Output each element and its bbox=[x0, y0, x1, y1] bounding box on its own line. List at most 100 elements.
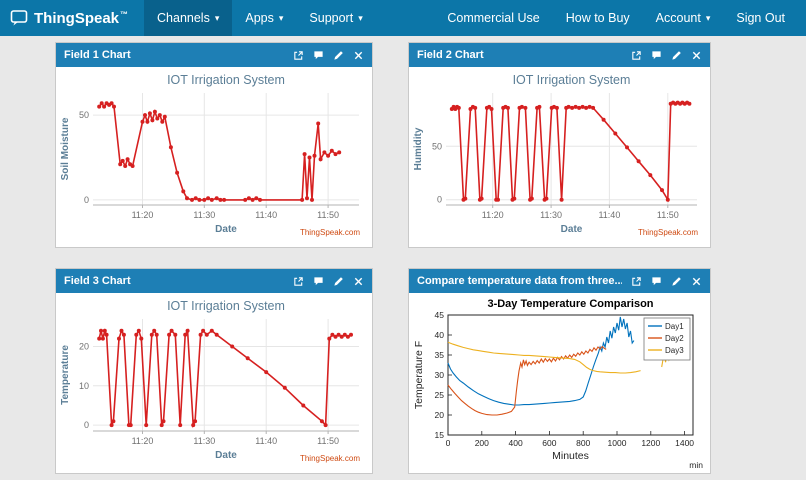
svg-text:0: 0 bbox=[84, 195, 89, 205]
svg-text:25: 25 bbox=[435, 390, 445, 400]
nav-account-label: Account bbox=[655, 11, 701, 25]
svg-text:Day3: Day3 bbox=[665, 346, 684, 355]
svg-text:11:20: 11:20 bbox=[132, 210, 154, 220]
field2-humidity-chart: 11:20 11:30 11:40 11:50 0 50 IOT Irrigation Sy… bbox=[413, 73, 697, 235]
svg-text:0: 0 bbox=[437, 195, 442, 205]
chart-container: 0 200 400 600 800 1000 1200 1400 15 20 25 30 35 40 45 3… bbox=[409, 293, 710, 473]
nav-how-to-buy-label: How to Buy bbox=[565, 11, 630, 25]
nav-account[interactable]: Account ▾ bbox=[643, 0, 724, 36]
nav-how-to-buy[interactable]: How to Buy bbox=[553, 0, 643, 36]
thingspeak-watermark-link[interactable]: ThingSpeak.com bbox=[637, 228, 698, 237]
close-icon[interactable] bbox=[353, 50, 364, 61]
open-external-icon[interactable] bbox=[293, 50, 304, 61]
thingspeak-watermark-link[interactable]: ThingSpeak.com bbox=[299, 454, 360, 463]
svg-text:40: 40 bbox=[435, 330, 445, 340]
edit-icon[interactable] bbox=[333, 276, 344, 287]
panel-header-icons bbox=[284, 276, 364, 287]
nav-apps-label: Apps bbox=[245, 11, 274, 25]
svg-text:11:30: 11:30 bbox=[540, 210, 562, 220]
svg-text:3-Day Temperature Comparison: 3-Day Temperature Comparison bbox=[487, 298, 653, 310]
svg-text:Humidity: Humidity bbox=[413, 127, 424, 170]
caret-down-icon: ▾ bbox=[358, 12, 363, 23]
open-external-icon[interactable] bbox=[631, 50, 642, 61]
svg-text:1000: 1000 bbox=[608, 438, 627, 448]
thingspeak-watermark-link[interactable]: ThingSpeak.com bbox=[299, 228, 360, 237]
svg-text:IOT Irrigation System: IOT Irrigation System bbox=[167, 73, 285, 87]
chart-container: 11:20 11:30 11:40 11:50 0 10 20 IOT Irrigation … bbox=[56, 293, 372, 473]
svg-text:0: 0 bbox=[446, 438, 451, 448]
panel-header-icons bbox=[622, 50, 702, 61]
nav-apps[interactable]: Apps ▾ bbox=[232, 0, 296, 36]
panel-header-icons bbox=[284, 50, 364, 61]
main-menu: Channels ▾ Apps ▾ Support ▾ bbox=[144, 0, 376, 36]
nav-sign-out[interactable]: Sign Out bbox=[723, 0, 798, 36]
svg-text:1200: 1200 bbox=[641, 438, 660, 448]
panel-header: Field 3 Chart bbox=[56, 269, 372, 293]
nav-channels-label: Channels bbox=[157, 11, 210, 25]
svg-text:600: 600 bbox=[542, 438, 556, 448]
panel-header: Compare temperature data from three... bbox=[409, 269, 710, 293]
svg-text:800: 800 bbox=[576, 438, 590, 448]
channel-dashboard: Field 1 Chart 11:20 11:30 11:40 11:50 0 50 IOT… bbox=[0, 36, 806, 474]
svg-text:400: 400 bbox=[509, 438, 523, 448]
edit-icon[interactable] bbox=[333, 50, 344, 61]
caret-down-icon: ▾ bbox=[705, 12, 711, 23]
panel-header-icons bbox=[622, 276, 702, 287]
field1-soil-moisture-chart: 11:20 11:30 11:40 11:50 0 50 IOT Irrigation Sy… bbox=[60, 73, 359, 235]
comment-icon[interactable] bbox=[651, 276, 662, 287]
svg-text:15: 15 bbox=[435, 430, 445, 440]
nav-commercial-use[interactable]: Commercial Use bbox=[434, 0, 552, 36]
nav-sign-out-label: Sign Out bbox=[736, 11, 785, 25]
panel-title: Field 1 Chart bbox=[64, 49, 131, 61]
edit-icon[interactable] bbox=[671, 276, 682, 287]
panel-title: Field 2 Chart bbox=[417, 49, 484, 61]
svg-text:Soil Moisture: Soil Moisture bbox=[60, 117, 71, 180]
edit-icon[interactable] bbox=[671, 50, 682, 61]
chart-container: 11:20 11:30 11:40 11:50 0 50 IOT Irrigation Sy… bbox=[56, 67, 372, 247]
svg-text:20: 20 bbox=[79, 342, 89, 352]
nav-support-label: Support bbox=[309, 11, 354, 25]
panel-title: Field 3 Chart bbox=[64, 275, 131, 287]
close-icon[interactable] bbox=[353, 276, 364, 287]
svg-text:50: 50 bbox=[79, 110, 89, 120]
brand[interactable]: ThingSpeak ™ bbox=[0, 0, 144, 36]
caret-down-icon: ▾ bbox=[214, 12, 220, 23]
thingspeak-logo-icon bbox=[10, 10, 28, 26]
panel-field1-chart: Field 1 Chart 11:20 11:30 11:40 11:50 0 50 IOT… bbox=[55, 42, 373, 248]
svg-text:Minutes: Minutes bbox=[552, 450, 589, 462]
comment-icon[interactable] bbox=[313, 276, 324, 287]
panel-field3-chart: Field 3 Chart 11:20 11:30 11:40 11:50 0 10 20 I… bbox=[55, 268, 373, 474]
svg-text:30: 30 bbox=[435, 370, 445, 380]
svg-text:Temperature: Temperature bbox=[60, 345, 71, 405]
panel-title: Compare temperature data from three... bbox=[417, 275, 622, 287]
close-icon[interactable] bbox=[691, 50, 702, 61]
comment-icon[interactable] bbox=[313, 50, 324, 61]
svg-text:IOT Irrigation System: IOT Irrigation System bbox=[513, 73, 631, 87]
nav-commercial-use-label: Commercial Use bbox=[447, 11, 540, 25]
svg-text:11:50: 11:50 bbox=[317, 436, 339, 446]
svg-text:200: 200 bbox=[475, 438, 489, 448]
svg-text:11:50: 11:50 bbox=[317, 210, 339, 220]
chart-container: 11:20 11:30 11:40 11:50 0 50 IOT Irrigation Sy… bbox=[409, 67, 710, 247]
svg-text:Temperature F: Temperature F bbox=[413, 341, 425, 409]
svg-text:50: 50 bbox=[432, 141, 442, 151]
svg-text:20: 20 bbox=[435, 410, 445, 420]
svg-text:35: 35 bbox=[435, 350, 445, 360]
open-external-icon[interactable] bbox=[631, 276, 642, 287]
brand-name: ThingSpeak bbox=[34, 9, 120, 27]
nav-channels[interactable]: Channels ▾ bbox=[144, 0, 233, 36]
brand-tm: ™ bbox=[120, 9, 129, 19]
panel-header: Field 1 Chart bbox=[56, 43, 372, 67]
close-icon[interactable] bbox=[691, 276, 702, 287]
svg-text:Day2: Day2 bbox=[665, 334, 684, 343]
svg-text:11:40: 11:40 bbox=[255, 436, 277, 446]
svg-text:Date: Date bbox=[561, 224, 583, 235]
nav-support[interactable]: Support ▾ bbox=[296, 0, 375, 36]
svg-text:11:50: 11:50 bbox=[657, 210, 679, 220]
comment-icon[interactable] bbox=[651, 50, 662, 61]
svg-text:Day1: Day1 bbox=[665, 322, 684, 331]
caret-down-icon: ▾ bbox=[278, 12, 284, 23]
panel-field2-chart: Field 2 Chart 11:20 11:30 11:40 11:50 0 50 IOT… bbox=[408, 42, 711, 248]
open-external-icon[interactable] bbox=[293, 276, 304, 287]
field3-temperature-chart: 11:20 11:30 11:40 11:50 0 10 20 IOT Irrigation … bbox=[60, 299, 359, 461]
